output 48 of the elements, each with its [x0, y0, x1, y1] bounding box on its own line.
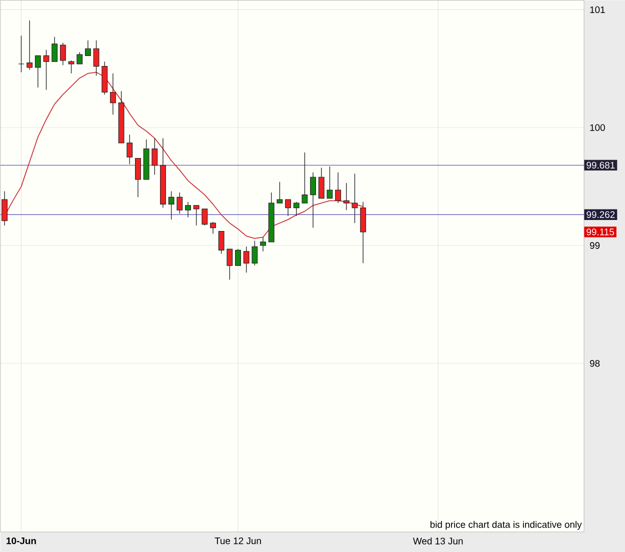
candlestick [60, 42, 66, 66]
candlestick [343, 182, 350, 211]
candlestick [68, 60, 74, 74]
candlestick [34, 55, 41, 88]
annotation: 99.115 [586, 228, 614, 236]
candlestick [26, 20, 33, 70]
candlestick [276, 182, 283, 204]
candlestick [110, 73, 116, 116]
candlestick [193, 205, 200, 226]
candlestick [335, 172, 342, 204]
candlestick [135, 158, 141, 198]
candlestick [293, 202, 300, 216]
annotation: bid price chart data is indicative only [430, 520, 582, 530]
candlestick [202, 208, 208, 226]
y-tick-label: 98 [590, 360, 600, 367]
candlestick [84, 40, 91, 56]
candlestick [243, 246, 250, 273]
candlestick [43, 49, 50, 90]
candlestick [252, 240, 258, 266]
candlestick [76, 52, 83, 64]
ref-line-label: 99.681 [586, 162, 615, 169]
candlestick [168, 190, 174, 220]
candlestick [93, 40, 100, 76]
x-tick-label: Tue 12 Jun [214, 537, 261, 544]
candlestick [310, 172, 316, 228]
ref-line-label: 99.262 [586, 211, 615, 218]
candlestick [235, 248, 241, 266]
candlestick [318, 167, 324, 199]
candlestick [210, 222, 216, 234]
candlestick [302, 152, 308, 204]
candlestick [176, 192, 183, 214]
candlestick [218, 231, 224, 254]
candlestick [2, 190, 8, 226]
candlestick [185, 202, 191, 218]
candlestick [326, 166, 333, 199]
y-tick-label: 100 [590, 124, 605, 131]
candlestick [260, 236, 266, 252]
candlestick [226, 248, 233, 280]
candlestick [352, 173, 358, 224]
candlestick [152, 138, 158, 176]
candlestick [52, 36, 58, 62]
candlestick [18, 35, 24, 73]
x-tick-label: 10-Jun [6, 537, 36, 544]
candlestick [126, 134, 133, 165]
y-tick-label: 101 [590, 6, 605, 14]
candlestick [285, 199, 292, 216]
x-tick-label: Wed 13 Jun [413, 537, 463, 544]
y-tick-label: 99 [590, 242, 600, 249]
